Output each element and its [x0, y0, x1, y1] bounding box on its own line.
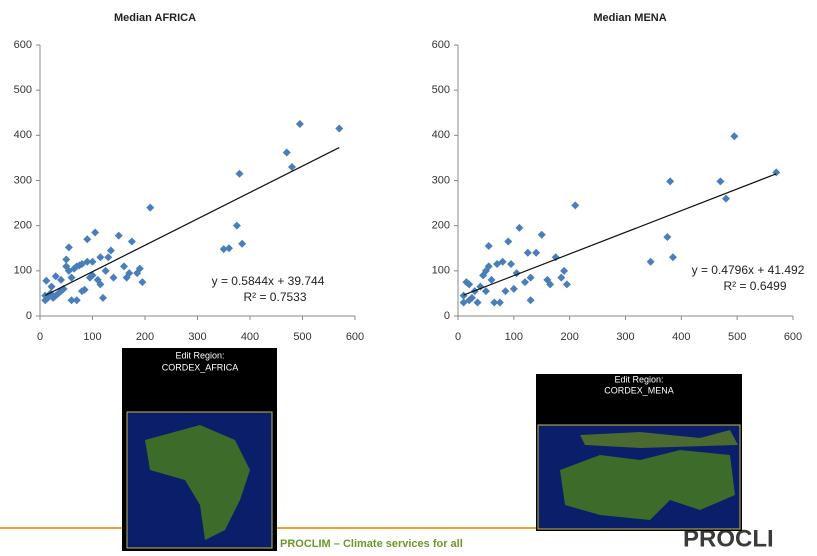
- x-tick-label: 200: [560, 331, 578, 343]
- point: [515, 224, 523, 232]
- x-tick-label: 400: [672, 331, 690, 343]
- point: [716, 177, 724, 185]
- y-tick-label: 300: [432, 174, 450, 186]
- point: [107, 247, 115, 255]
- point: [504, 237, 512, 245]
- point: [507, 260, 515, 268]
- chart-title: Median AFRICA: [114, 12, 196, 24]
- point: [91, 228, 99, 236]
- point: [647, 258, 655, 266]
- map-region: CORDEX_MENA: [604, 385, 674, 395]
- x-tick-label: 600: [346, 331, 364, 343]
- point: [225, 244, 233, 252]
- point: [120, 262, 128, 270]
- x-tick-label: 300: [616, 331, 634, 343]
- point: [73, 296, 81, 304]
- point: [296, 120, 304, 128]
- trend-r2: R² = 0.6499: [723, 279, 786, 293]
- x-tick-label: 100: [505, 331, 523, 343]
- trend-equation: y = 0.4796x + 41.492: [692, 263, 805, 277]
- y-tick-label: 200: [14, 220, 32, 232]
- y-tick-label: 200: [432, 220, 450, 232]
- point: [496, 298, 504, 306]
- map-africa: Edit Region: CORDEX_AFRICA: [122, 348, 277, 551]
- point: [527, 274, 535, 282]
- y-tick-label: 600: [432, 39, 450, 51]
- y-tick-label: 600: [14, 39, 32, 51]
- point: [532, 249, 540, 257]
- y-tick-label: 100: [432, 265, 450, 277]
- map-mena: Edit Region: CORDEX_MENA: [536, 374, 742, 531]
- map-heading: Edit Region:: [614, 374, 663, 384]
- map-region: CORDEX_AFRICA: [162, 362, 239, 372]
- point: [96, 253, 104, 261]
- point: [65, 243, 73, 251]
- y-tick-label: 100: [14, 265, 32, 277]
- point: [474, 298, 482, 306]
- point: [538, 231, 546, 239]
- point: [527, 296, 535, 304]
- point: [521, 278, 529, 286]
- point: [501, 287, 509, 295]
- point: [104, 253, 112, 261]
- point: [460, 292, 468, 300]
- point: [128, 237, 136, 245]
- slide: Median MENA 0 100 200 300 400 500 600 0 100 200 300…: [0, 0, 817, 551]
- x-tick-label: 400: [241, 331, 259, 343]
- point: [89, 258, 97, 266]
- x-tick-label: 500: [728, 331, 746, 343]
- point: [102, 267, 110, 275]
- point: [42, 277, 50, 285]
- trend-r2: R² = 0.7533: [243, 290, 306, 304]
- point: [669, 253, 677, 261]
- x-tick-label: 500: [293, 331, 311, 343]
- x-tick-label: 0: [37, 331, 43, 343]
- point: [110, 274, 118, 282]
- point: [83, 235, 91, 243]
- point: [236, 170, 244, 178]
- point: [335, 125, 343, 133]
- x-tick-label: 600: [784, 331, 802, 343]
- point: [563, 280, 571, 288]
- point: [62, 256, 70, 264]
- point: [283, 148, 291, 156]
- point: [663, 233, 671, 241]
- y-tick-label: 500: [432, 84, 450, 96]
- x-tick-label: 100: [83, 331, 101, 343]
- x-tick-label: 0: [455, 331, 461, 343]
- y-tick-label: 0: [26, 310, 32, 322]
- point: [233, 222, 241, 230]
- x-tick-label: 300: [188, 331, 206, 343]
- x-tick-label: 200: [136, 331, 154, 343]
- footer-text: PROCLIM – Climate services for all: [280, 538, 463, 550]
- chart: Median AFRICA 0 100 200 300 400 500 600 0 100 200 3…: [14, 12, 365, 343]
- y-tick-label: 500: [14, 84, 32, 96]
- point: [99, 294, 107, 302]
- point: [115, 232, 123, 240]
- y-tick-label: 300: [14, 174, 32, 186]
- point: [146, 204, 154, 212]
- map-heading: Edit Region:: [175, 350, 224, 360]
- point: [482, 287, 490, 295]
- point: [238, 240, 246, 248]
- y-tick-label: 400: [14, 129, 32, 141]
- point: [666, 177, 674, 185]
- point: [48, 283, 56, 291]
- trend-equation: y = 0.5844x + 39.744: [212, 274, 325, 288]
- chart-title: Median MENA: [593, 12, 666, 24]
- point: [510, 285, 518, 293]
- point: [485, 242, 493, 250]
- chart: Median MENA 0 100 200 300 400 500 600 0 100 200 300…: [432, 12, 805, 343]
- y-tick-label: 0: [444, 310, 450, 322]
- point: [524, 249, 532, 257]
- point: [722, 195, 730, 203]
- y-tick-label: 400: [432, 129, 450, 141]
- point: [571, 201, 579, 209]
- point: [138, 278, 146, 286]
- point: [730, 132, 738, 140]
